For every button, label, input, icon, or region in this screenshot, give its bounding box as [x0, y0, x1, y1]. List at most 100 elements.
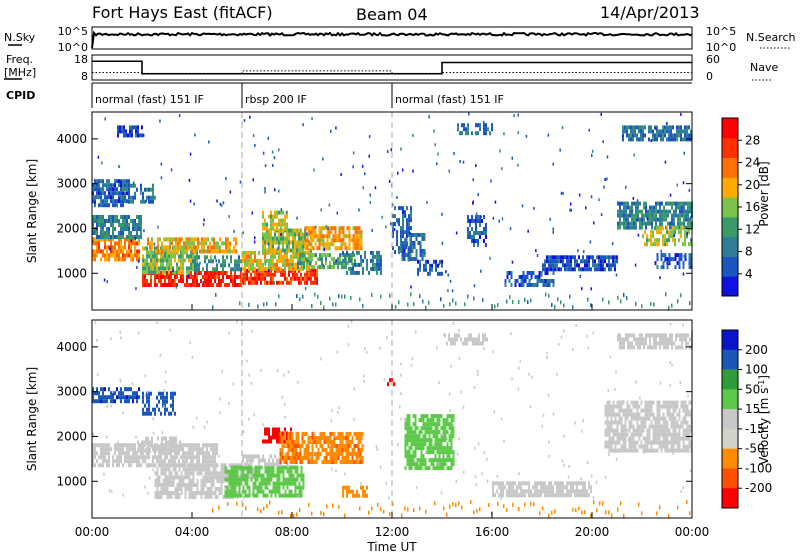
heatmap-cell	[606, 177, 608, 181]
heatmap-cell	[286, 462, 288, 467]
heatmap-cell	[192, 259, 194, 264]
heatmap-cell	[638, 137, 640, 142]
heatmap-cell	[331, 444, 334, 448]
heatmap-cell	[485, 243, 487, 247]
heatmap-cell	[309, 452, 312, 456]
heatmap-cell	[409, 249, 412, 253]
heatmap-cell	[467, 215, 469, 219]
heatmap-cell	[572, 485, 574, 490]
heatmap-cell	[544, 271, 547, 275]
heatmap-cell	[278, 254, 280, 259]
heatmap-cell	[458, 333, 460, 338]
heatmap-cell	[640, 129, 642, 134]
heatmap-cell	[172, 403, 174, 408]
heatmap-cell	[680, 253, 683, 258]
heatmap-cell	[110, 235, 112, 239]
heatmap-cell	[121, 125, 123, 130]
heatmap-cell	[525, 134, 528, 138]
heatmap-cell	[156, 270, 158, 275]
heatmap-cell	[522, 481, 524, 486]
heatmap-cell	[266, 439, 268, 444]
heatmap-cell	[335, 436, 338, 440]
heatmap-cell	[170, 271, 172, 275]
heatmap-cell	[352, 226, 355, 231]
heatmap-cell	[308, 250, 310, 255]
heatmap-cell	[685, 201, 687, 206]
heatmap-cell	[584, 493, 586, 498]
heatmap-cell	[534, 485, 536, 490]
heatmap-cell	[218, 271, 220, 275]
heatmap-cell	[102, 215, 104, 219]
heatmap-cell	[430, 422, 433, 427]
heatmap-cell	[618, 440, 621, 445]
heatmap-cell	[290, 473, 293, 478]
heatmap-cell	[160, 459, 162, 464]
heatmap-cell	[266, 465, 269, 470]
heatmap-cell	[151, 436, 153, 441]
heatmap-cell	[101, 161, 103, 165]
heatmap-cell	[267, 242, 270, 246]
heatmap-cell	[228, 481, 231, 486]
heatmap-cell	[594, 267, 596, 272]
heatmap-cell	[417, 271, 419, 276]
heatmap-cell	[246, 493, 249, 498]
heatmap-cell	[608, 436, 611, 441]
heatmap-cell	[652, 412, 655, 417]
heatmap-cell	[410, 426, 413, 431]
heatmap-cell	[376, 266, 378, 271]
heatmap-cell	[108, 451, 110, 456]
heatmap-cell	[478, 337, 480, 342]
heatmap-cell	[618, 404, 621, 409]
heatmap-cell	[122, 219, 124, 223]
heatmap-cell	[362, 258, 364, 263]
heatmap-cell	[100, 191, 102, 196]
heatmap-cell	[110, 215, 112, 219]
heatmap-cell	[666, 257, 669, 262]
heatmap-cell	[299, 257, 301, 262]
heatmap-cell	[655, 201, 657, 206]
heatmap-cell	[618, 436, 621, 441]
heatmap-cell	[498, 219, 500, 223]
heatmap-cell	[276, 489, 279, 494]
heatmap-cell	[522, 279, 525, 283]
heatmap-cell	[120, 245, 122, 250]
heatmap-cell	[163, 245, 165, 250]
heatmap-cell	[518, 481, 520, 486]
heatmap-cell	[134, 227, 136, 231]
heatmap-cell	[485, 235, 487, 239]
heatmap-cell	[274, 232, 276, 237]
heatmap-cell	[156, 455, 158, 460]
heatmap-cell	[178, 475, 181, 480]
heatmap-cell	[244, 272, 246, 277]
heatmap-cell	[592, 259, 594, 264]
heatmap-cell	[629, 225, 631, 230]
heatmap-cell	[200, 279, 202, 283]
heatmap-cell	[645, 209, 647, 214]
heatmap-cell	[526, 283, 529, 287]
heatmap-cell	[228, 283, 230, 287]
heatmap-cell	[204, 259, 206, 264]
heatmap-cell	[408, 218, 410, 223]
heatmap-cell	[232, 481, 235, 486]
heatmap-cell	[430, 442, 433, 447]
heatmap-cell	[475, 223, 477, 227]
heatmap-cell	[332, 226, 335, 231]
heatmap-cell	[341, 265, 343, 270]
heatmap-cell	[628, 404, 631, 409]
heatmap-cell	[315, 452, 318, 456]
heatmap-cell	[184, 443, 186, 448]
y-tick-label: 1000	[56, 266, 87, 280]
heatmap-cell	[142, 459, 144, 464]
heatmap-cell	[326, 246, 329, 251]
heatmap-cell	[547, 133, 550, 137]
heatmap-cell	[102, 399, 104, 404]
heatmap-cell	[343, 444, 346, 448]
heatmap-cell	[328, 242, 331, 247]
heatmap-cell	[114, 391, 116, 396]
heatmap-cell	[156, 471, 159, 476]
heatmap-cell	[630, 400, 633, 405]
heatmap-cell	[626, 416, 629, 421]
nsearch-tick-top: 10^5	[706, 25, 736, 38]
heatmap-cell	[302, 481, 305, 486]
